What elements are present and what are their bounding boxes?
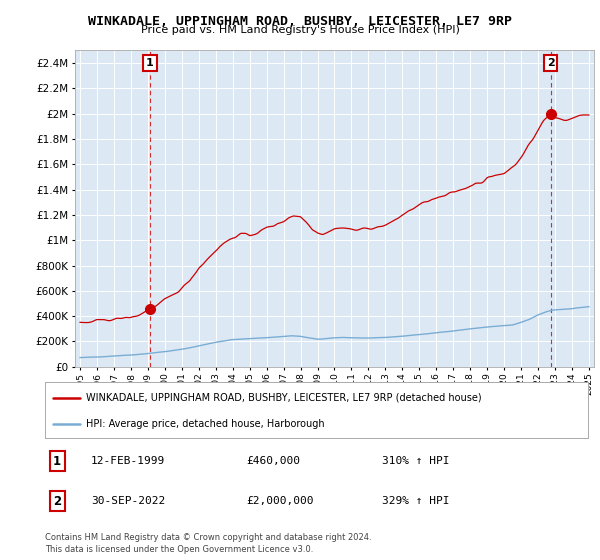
- Text: 1: 1: [146, 58, 154, 68]
- Text: Contains HM Land Registry data © Crown copyright and database right 2024.
This d: Contains HM Land Registry data © Crown c…: [45, 533, 371, 554]
- Text: Price paid vs. HM Land Registry's House Price Index (HPI): Price paid vs. HM Land Registry's House …: [140, 25, 460, 35]
- Text: 12-FEB-1999: 12-FEB-1999: [91, 456, 166, 466]
- Text: WINKADALE, UPPINGHAM ROAD, BUSHBY, LEICESTER, LE7 9RP: WINKADALE, UPPINGHAM ROAD, BUSHBY, LEICE…: [88, 15, 512, 27]
- Text: 2: 2: [53, 495, 61, 508]
- Text: 310% ↑ HPI: 310% ↑ HPI: [382, 456, 449, 466]
- Text: WINKADALE, UPPINGHAM ROAD, BUSHBY, LEICESTER, LE7 9RP (detached house): WINKADALE, UPPINGHAM ROAD, BUSHBY, LEICE…: [86, 393, 481, 403]
- Text: £460,000: £460,000: [246, 456, 300, 466]
- Text: 1: 1: [53, 455, 61, 468]
- Text: 30-SEP-2022: 30-SEP-2022: [91, 496, 166, 506]
- Text: HPI: Average price, detached house, Harborough: HPI: Average price, detached house, Harb…: [86, 419, 325, 429]
- Text: 2: 2: [547, 58, 554, 68]
- Text: 329% ↑ HPI: 329% ↑ HPI: [382, 496, 449, 506]
- Text: £2,000,000: £2,000,000: [246, 496, 313, 506]
